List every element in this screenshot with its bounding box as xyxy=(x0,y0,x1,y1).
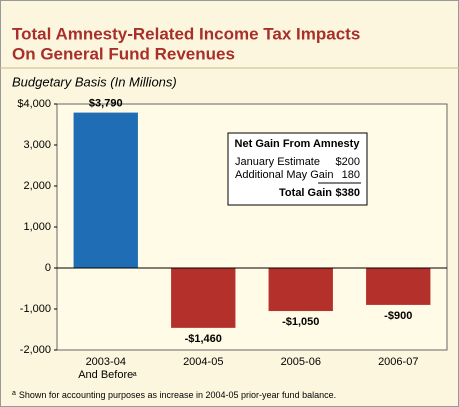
x-tick-label: 2006-07 xyxy=(353,356,443,369)
category: 2005-06 xyxy=(280,356,321,368)
y-tick-label: -1,000 xyxy=(20,303,51,315)
chart-title: Total Amnesty-Related Income Tax Impacts xyxy=(12,24,360,43)
value-label: -$900 xyxy=(384,310,412,322)
inset-label: Total Gain xyxy=(279,187,332,199)
bar xyxy=(366,268,431,305)
x-tick-label: 2005-06 xyxy=(256,356,346,369)
y-tick-label: 1,000 xyxy=(23,221,51,233)
footnote: a Shown for accounting purposes as increa… xyxy=(12,390,336,401)
chart-title: On General Fund Revenues xyxy=(12,44,235,63)
footnote-marker: a xyxy=(12,390,16,397)
inset-title: Net Gain From Amnesty xyxy=(235,138,361,150)
value-label: $3,790 xyxy=(89,98,123,110)
footnote-marker: a xyxy=(132,371,137,378)
y-tick-label: $4,000 xyxy=(17,98,51,110)
inset-label: January Estimate xyxy=(235,156,320,168)
x-tick-label: 2003-04 And Before a xyxy=(61,356,151,382)
y-tick-label: 2,000 xyxy=(23,180,51,192)
inset: Net Gain From Amnesty January Estimate $… xyxy=(227,132,368,206)
inset-box xyxy=(227,132,368,206)
bar xyxy=(171,268,236,328)
category: 2006-07 xyxy=(378,356,419,368)
value-label: -$1,460 xyxy=(185,333,222,345)
bar xyxy=(73,112,138,268)
bars xyxy=(73,112,431,328)
y-tick-label: 0 xyxy=(45,262,51,274)
y-tick-label: 3,000 xyxy=(23,139,51,151)
y-tick-label: -2,000 xyxy=(20,344,51,356)
x-tick-label: 2004-05 xyxy=(158,356,248,369)
inset-value: $380 xyxy=(336,187,360,199)
value-label: -$1,050 xyxy=(282,316,319,328)
inset-label: Additional May Gain xyxy=(235,169,333,181)
category: 2004-05 xyxy=(183,356,224,368)
inset-value: $200 xyxy=(336,156,360,168)
footnote-text: Shown for accounting purposes as increas… xyxy=(19,390,336,400)
inset-value: 180 xyxy=(342,169,360,181)
category: 2003-04 And Before xyxy=(78,356,134,381)
bar xyxy=(268,268,333,312)
chart-subtitle: Budgetary Basis (In Millions) xyxy=(12,74,177,89)
